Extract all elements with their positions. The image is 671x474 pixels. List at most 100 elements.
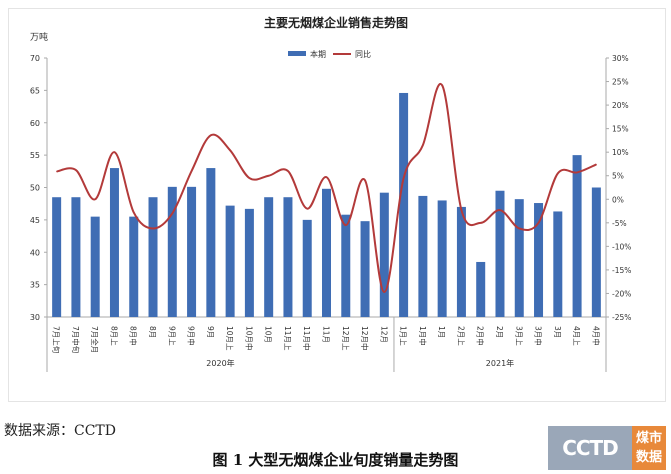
- yoy-point: [480, 222, 482, 224]
- right-tick-label: 10%: [612, 148, 629, 157]
- x-tick-label: 9月: [206, 326, 215, 338]
- yoy-point: [345, 224, 347, 226]
- x-tick-label: 3月: [553, 326, 562, 338]
- right-tick-label: -15%: [612, 266, 631, 275]
- yoy-point: [499, 209, 501, 211]
- x-tick-label: 7月中旬: [71, 326, 81, 354]
- left-tick-label: 30: [30, 313, 40, 322]
- yoy-point: [113, 151, 115, 153]
- bar: [379, 192, 389, 317]
- bar: [360, 221, 370, 317]
- x-tick-label: 9月上: [167, 326, 176, 346]
- group-label: 2021年: [486, 358, 514, 368]
- bar: [534, 203, 544, 317]
- x-tick-label: 4月上: [572, 326, 581, 346]
- legend-line-label: 同比: [355, 49, 371, 59]
- bar: [437, 200, 447, 317]
- x-tick-label: 1月: [437, 326, 446, 338]
- bar: [514, 199, 524, 317]
- bar: [283, 197, 293, 317]
- bar: [495, 190, 505, 317]
- bar: [52, 197, 62, 317]
- x-tick-label: 9月中: [187, 326, 197, 346]
- logo-text: 煤市 数据: [632, 426, 666, 470]
- bar: [225, 205, 235, 317]
- yoy-point: [248, 177, 250, 179]
- bar: [90, 216, 100, 317]
- yoy-point: [75, 169, 77, 171]
- bar: [148, 197, 158, 317]
- x-tick-label: 1月中: [418, 326, 428, 346]
- bar: [206, 168, 216, 317]
- yoy-point: [152, 227, 154, 229]
- x-tick-label: 11月: [322, 326, 331, 343]
- chart: 主要无烟煤企业销售走势图 万吨 本期 同比 30 35 40 45 50 55 60 65 70…: [30, 15, 631, 372]
- right-tick-label: 15%: [612, 125, 629, 134]
- x-tick-label: 11月中: [302, 326, 312, 351]
- yoy-point: [210, 134, 212, 136]
- x-tick-label: 12月中: [360, 326, 370, 351]
- yoy-point: [133, 211, 135, 213]
- right-tick-label: 0%: [612, 195, 624, 204]
- yoy-point: [441, 84, 443, 86]
- yoy-point: [595, 163, 597, 165]
- x-tick-label: 7月全月: [90, 326, 100, 353]
- right-tick-label: 25%: [612, 78, 629, 87]
- yoy-point: [306, 208, 308, 210]
- x-tick-label: 4月中: [591, 326, 601, 346]
- right-tick-label: -25%: [612, 313, 631, 322]
- legend: 本期 同比: [288, 49, 371, 59]
- yoy-point: [171, 212, 173, 214]
- bar: [244, 208, 254, 317]
- bar: [187, 186, 197, 317]
- bar: [591, 187, 601, 317]
- x-tick-label: 1月上: [399, 326, 408, 346]
- yoy-point: [518, 227, 520, 229]
- x-tick-label: 10月: [264, 326, 273, 343]
- figure-caption: 图 1 大型无烟煤企业旬度销量走势图: [212, 451, 459, 469]
- left-tick-label: 65: [30, 86, 40, 95]
- x-tick-label: 2月上: [456, 326, 465, 346]
- left-tick-label: 55: [30, 151, 40, 160]
- left-tick-label: 40: [30, 248, 40, 257]
- yoy-point: [576, 171, 578, 173]
- x-tick-label: 12月: [379, 326, 388, 343]
- bar: [399, 92, 409, 317]
- left-tick-label: 50: [30, 184, 40, 193]
- x-tick-label: 2月: [495, 326, 504, 338]
- left-axis-unit: 万吨: [30, 31, 48, 43]
- yoy-point: [557, 172, 559, 174]
- right-tick-label: -5%: [612, 219, 627, 228]
- right-tick-label: -20%: [612, 289, 631, 298]
- bar: [341, 214, 351, 317]
- x-tick-label: 8月: [148, 326, 157, 338]
- x-tick-label: 10月上: [225, 326, 234, 351]
- right-tick-label: 30%: [612, 54, 629, 63]
- yoy-point: [364, 179, 366, 181]
- x-tick-label: 8月中: [129, 326, 139, 346]
- bar: [71, 197, 81, 317]
- right-tick-label: -10%: [612, 242, 631, 251]
- left-tick-label: 45: [30, 216, 40, 225]
- legend-bar-swatch: [288, 51, 306, 56]
- yoy-point: [538, 222, 540, 224]
- yoy-point: [229, 149, 231, 151]
- x-tick-label: 11月上: [283, 326, 292, 351]
- yoy-point: [403, 177, 405, 179]
- left-tick-label: 60: [30, 119, 40, 128]
- data-source: 数据来源：CCTD: [4, 423, 116, 439]
- x-tick-label: 3月中: [534, 326, 544, 346]
- group-label: 2020年: [206, 358, 234, 368]
- logo-cctd: CCTD: [548, 426, 632, 470]
- bar: [109, 168, 119, 317]
- yoy-point: [56, 170, 58, 172]
- bar: [553, 211, 563, 317]
- right-tick-label: 5%: [612, 172, 624, 181]
- yoy-point: [422, 144, 424, 146]
- left-tick-label: 35: [30, 281, 40, 290]
- x-tick-label: 8月上: [109, 326, 118, 346]
- x-tick-label: 7月上旬: [52, 326, 62, 354]
- bar: [456, 206, 466, 317]
- chart-title: 主要无烟煤企业销售走势图: [264, 15, 408, 30]
- yoy-point: [94, 198, 96, 200]
